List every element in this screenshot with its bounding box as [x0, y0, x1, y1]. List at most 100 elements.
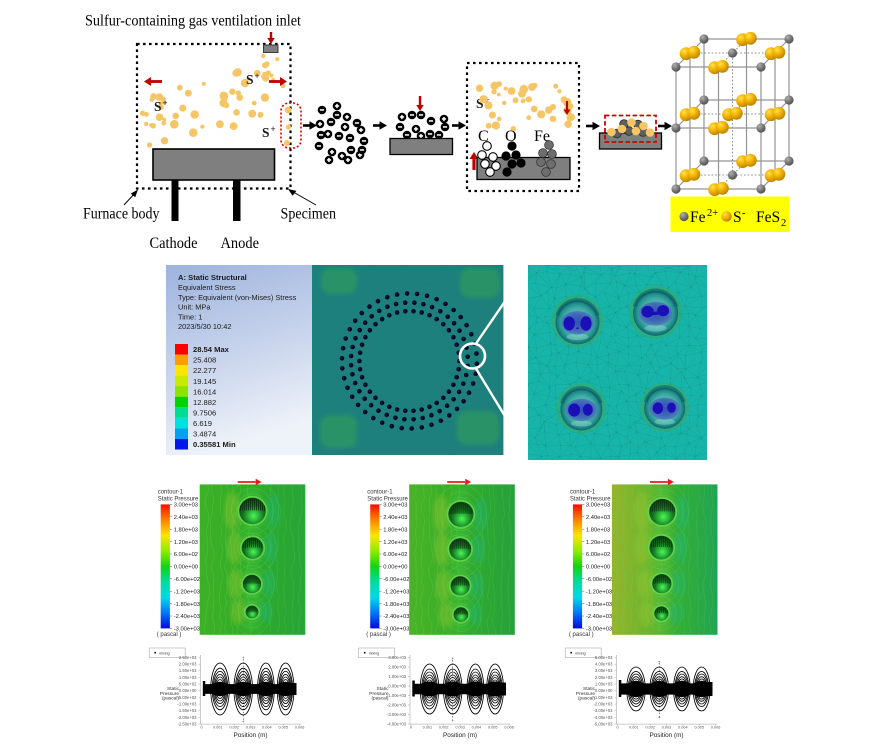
svg-text:5.00e+02: 5.00e+02: [179, 682, 197, 687]
svg-text:Fe: Fe: [690, 209, 706, 226]
svg-text:Position (m): Position (m): [443, 732, 477, 739]
svg-text:-2.00e+03: -2.00e+03: [594, 701, 614, 706]
svg-text:Static: Static: [583, 686, 596, 692]
svg-text:S: S: [246, 72, 254, 87]
svg-text:0.003: 0.003: [246, 725, 256, 729]
svg-text:-3.00e+03: -3.00e+03: [586, 627, 612, 633]
svg-text:Static: Static: [377, 686, 390, 692]
svg-text:2.40e+03: 2.40e+03: [174, 515, 198, 521]
svg-text:+: +: [658, 715, 661, 720]
svg-text:2.50e+03: 2.50e+03: [179, 655, 197, 660]
svg-text:-2.00e+03: -2.00e+03: [387, 702, 407, 707]
svg-text:1.50e+03: 1.50e+03: [179, 668, 197, 673]
svg-text:0.00e+00: 0.00e+00: [388, 683, 406, 688]
svg-text:-2.40e+03: -2.40e+03: [383, 614, 409, 620]
svg-text:mixing: mixing: [369, 652, 379, 656]
svg-text:Cathode: Cathode: [150, 235, 198, 252]
svg-text:-2.50e+03: -2.50e+03: [178, 721, 198, 726]
svg-text:-1.20e+03: -1.20e+03: [586, 589, 612, 595]
svg-text:+: +: [452, 656, 455, 661]
svg-text:C: C: [478, 128, 489, 145]
svg-text:Pressure: Pressure: [160, 691, 180, 697]
svg-text:-1.80e+03: -1.80e+03: [174, 602, 200, 608]
svg-text:0.35581 Min: 0.35581 Min: [193, 440, 236, 449]
svg-text:Pressure: Pressure: [369, 691, 389, 697]
svg-text:-3.00e+03: -3.00e+03: [174, 627, 200, 633]
svg-text:-2.40e+03: -2.40e+03: [586, 614, 612, 620]
svg-text:-3.00e+03: -3.00e+03: [387, 712, 407, 717]
svg-text:0.004: 0.004: [678, 725, 688, 729]
svg-text:(pascal): (pascal): [371, 696, 388, 702]
svg-text:0.00e+00: 0.00e+00: [595, 688, 613, 693]
svg-text:Specimen: Specimen: [281, 206, 337, 223]
svg-text:Position (m): Position (m): [233, 732, 267, 739]
svg-text:2.00e+03: 2.00e+03: [388, 664, 406, 669]
svg-text:6.619: 6.619: [193, 419, 212, 428]
svg-text:0.00e+00: 0.00e+00: [174, 565, 198, 571]
svg-text:0: 0: [616, 725, 618, 729]
svg-text:0.003: 0.003: [455, 725, 465, 729]
svg-text:-1.20e+03: -1.20e+03: [174, 589, 200, 595]
svg-text:0.00e+00: 0.00e+00: [179, 688, 197, 693]
svg-text:0.003: 0.003: [662, 725, 672, 729]
svg-text:0.005: 0.005: [488, 725, 498, 729]
svg-text:1.80e+03: 1.80e+03: [383, 527, 407, 533]
svg-text:0.006: 0.006: [295, 725, 305, 729]
svg-text:0.002: 0.002: [645, 725, 655, 729]
svg-text:2: 2: [781, 218, 786, 229]
svg-text:4.00e+03: 4.00e+03: [595, 662, 613, 667]
svg-text:-4.00e+03: -4.00e+03: [594, 715, 614, 720]
svg-text:Static Pressure: Static Pressure: [570, 497, 611, 503]
svg-text:1.00e+03: 1.00e+03: [388, 674, 406, 679]
svg-text:0.006: 0.006: [711, 725, 721, 729]
svg-text:+: +: [658, 659, 661, 664]
svg-text:-1.50e+03: -1.50e+03: [178, 708, 198, 713]
svg-text:6.00e+02: 6.00e+02: [586, 552, 610, 558]
svg-text:-5.00e+02: -5.00e+02: [178, 695, 198, 700]
svg-text:+: +: [271, 124, 276, 134]
svg-text:1.20e+03: 1.20e+03: [586, 540, 610, 546]
svg-text:FeS: FeS: [756, 209, 780, 226]
svg-text:1.80e+03: 1.80e+03: [586, 527, 610, 533]
svg-text:22.277: 22.277: [193, 366, 216, 375]
svg-text:0.00e+00: 0.00e+00: [586, 565, 610, 571]
svg-text:-1.20e+03: -1.20e+03: [383, 589, 409, 595]
svg-text:Static: Static: [167, 686, 180, 692]
svg-text:-1.00e+03: -1.00e+03: [387, 693, 407, 698]
svg-text:0.005: 0.005: [278, 725, 288, 729]
svg-text:0.004: 0.004: [262, 725, 272, 729]
svg-text:contour-1: contour-1: [158, 490, 184, 496]
svg-text:-3.00e+03: -3.00e+03: [383, 627, 409, 633]
svg-text:19.145: 19.145: [193, 377, 216, 386]
svg-text:1.80e+03: 1.80e+03: [174, 527, 198, 533]
svg-text:12.882: 12.882: [193, 398, 216, 407]
svg-text:+: +: [452, 718, 455, 723]
svg-text:Static Pressure: Static Pressure: [158, 497, 199, 503]
svg-text:Unit: MPa: Unit: MPa: [178, 303, 211, 312]
svg-text:2+: 2+: [707, 208, 718, 219]
svg-text:-1.80e+03: -1.80e+03: [383, 602, 409, 608]
svg-text:3.00e+03: 3.00e+03: [586, 503, 610, 509]
svg-text:2.40e+03: 2.40e+03: [383, 515, 407, 521]
svg-text:contour-1: contour-1: [570, 490, 596, 496]
svg-text:O: O: [505, 128, 517, 145]
svg-text:-1.00e+03: -1.00e+03: [594, 695, 614, 700]
svg-text:0.005: 0.005: [694, 725, 704, 729]
svg-text:S: S: [154, 99, 162, 114]
svg-text:1.00e+03: 1.00e+03: [595, 682, 613, 687]
svg-text:S: S: [733, 209, 742, 226]
svg-text:0: 0: [200, 725, 202, 729]
svg-text:A: Static Structural: A: Static Structural: [178, 273, 247, 282]
svg-text:Sulfur-containing gas ventilat: Sulfur-containing gas ventilation inlet: [85, 12, 301, 30]
svg-text:Position (m): Position (m): [649, 732, 683, 739]
svg-text:(pascal): (pascal): [578, 696, 595, 702]
svg-text:3.00e+03: 3.00e+03: [383, 503, 407, 509]
svg-text:2.00e+03: 2.00e+03: [595, 675, 613, 680]
svg-text:25.408: 25.408: [193, 356, 216, 365]
svg-text:0.001: 0.001: [423, 725, 433, 729]
svg-text:S: S: [262, 125, 270, 140]
svg-text:(pascal): (pascal): [162, 696, 179, 702]
svg-text:Equivalent Stress: Equivalent Stress: [178, 283, 236, 292]
svg-text:3.00e+03: 3.00e+03: [388, 655, 406, 660]
svg-text:Fe: Fe: [534, 128, 550, 145]
